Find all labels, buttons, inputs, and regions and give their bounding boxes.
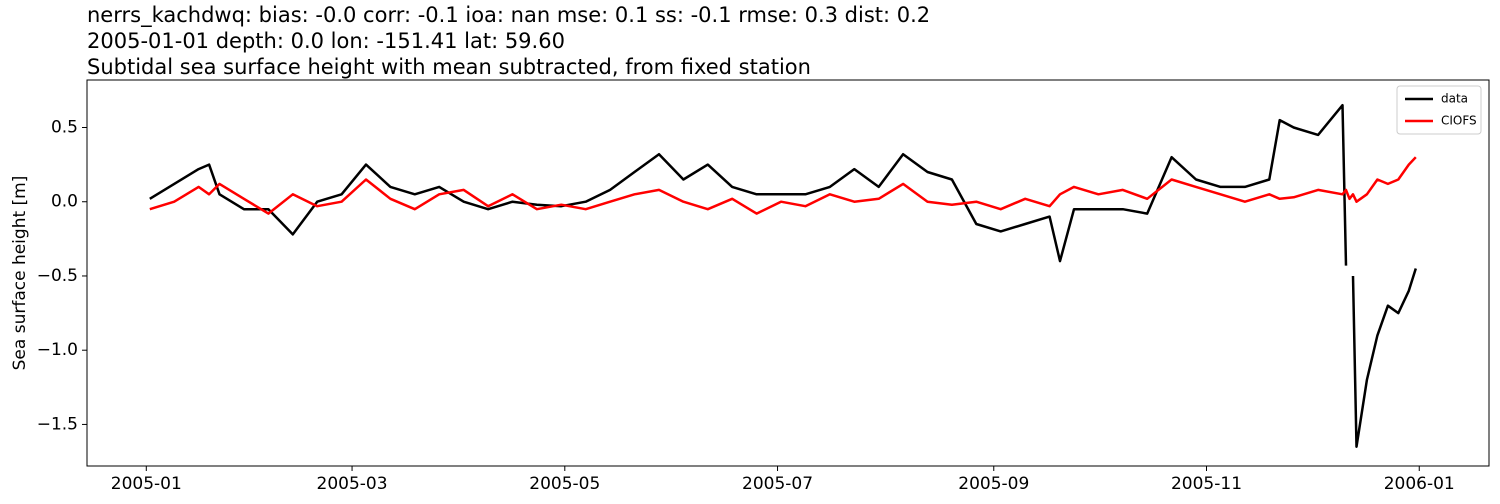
series-line: [149, 103, 1417, 448]
x-tick-label: 2005-01: [111, 474, 182, 494]
x-tick-label: 2005-07: [742, 474, 813, 494]
title-line: Subtidal sea surface height with mean su…: [87, 55, 811, 79]
y-tick-label: −1.5: [37, 414, 78, 434]
title-line: 2005-01-01 depth: 0.0 lon: -151.41 lat: …: [87, 29, 565, 53]
title-line: nerrs_kachdwq: bias: -0.0 corr: -0.1 ioa…: [87, 3, 930, 28]
x-tick-label: 2005-09: [958, 474, 1029, 494]
y-tick-label: 0.0: [51, 192, 78, 212]
y-tick-label: −1.0: [37, 340, 78, 360]
y-axis-label: Sea surface height [m]: [10, 176, 30, 371]
legend-label: CIOFS: [1441, 114, 1477, 128]
plot-frame: [86, 79, 1490, 467]
x-tick-label: 2005-03: [317, 474, 388, 494]
x-tick-label: 2005-05: [529, 474, 600, 494]
legend-label: data: [1441, 92, 1468, 106]
series-line: [149, 156, 1417, 215]
y-tick-label: −0.5: [37, 266, 78, 286]
y-tick-label: 0.5: [51, 118, 78, 138]
x-tick-label: 2005-11: [1171, 474, 1242, 494]
x-tick-label: 2006-01: [1384, 474, 1455, 494]
